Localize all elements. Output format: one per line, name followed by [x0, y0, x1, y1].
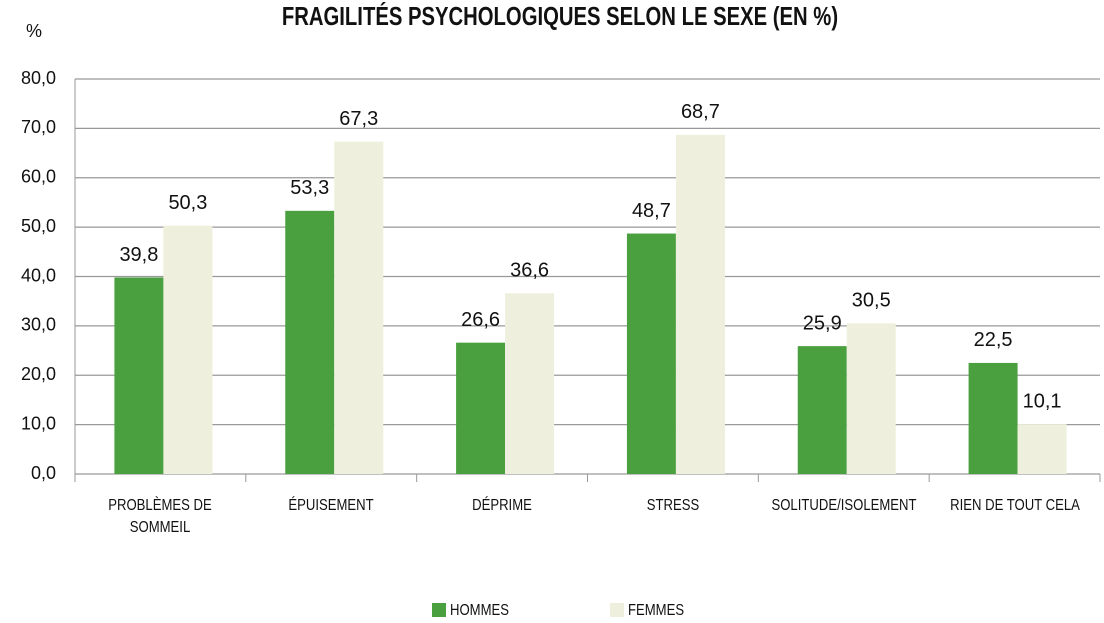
legend-swatch	[610, 603, 624, 617]
legend-swatch	[432, 603, 446, 617]
data-label: 36,6	[510, 260, 549, 282]
bar	[334, 141, 384, 475]
data-label: 26,6	[461, 309, 500, 331]
x-tick-label: SOLITUDE/ISOLEMENT	[771, 497, 917, 514]
bar	[163, 225, 213, 474]
bar	[626, 233, 676, 474]
bar	[797, 346, 847, 474]
x-tick-label: PROBLÈMES DE SOMMEIL	[108, 497, 213, 536]
data-label: 68,7	[681, 101, 720, 123]
y-tick-label: 40,0	[21, 265, 56, 285]
bar	[968, 362, 1018, 474]
bar	[285, 210, 335, 475]
bar	[114, 277, 164, 474]
y-tick-label: 10,0	[21, 413, 56, 433]
y-axis-label: %	[26, 21, 42, 41]
y-tick-label: 30,0	[21, 315, 56, 335]
chart-title: FRAGILITÉS PSYCHOLOGIQUES SELON LE SEXE …	[282, 0, 838, 30]
legend-label: HOMMES	[450, 602, 509, 619]
x-tick-label: DÉPRIME	[472, 497, 532, 514]
legend-label: FEMMES	[628, 602, 684, 619]
y-tick-label: 20,0	[21, 364, 56, 384]
bar	[846, 323, 896, 474]
x-tick-label: STRESS	[646, 497, 700, 514]
data-label: 67,3	[339, 108, 378, 130]
x-tick-label: RIEN DE TOUT CELA	[949, 497, 1080, 514]
data-label: 30,5	[852, 290, 891, 312]
data-label: 10,1	[1023, 390, 1062, 412]
data-label: 25,9	[803, 312, 842, 334]
y-tick-label: 0,0	[31, 463, 56, 483]
data-label: 50,3	[168, 192, 207, 214]
y-tick-label: 80,0	[21, 68, 56, 88]
data-label: 39,8	[119, 244, 158, 266]
bar	[505, 293, 555, 474]
x-tick-label: ÉPUISEMENT	[288, 497, 374, 514]
bar	[675, 134, 725, 474]
bar	[456, 342, 506, 474]
bar	[1017, 424, 1067, 474]
data-label: 22,5	[974, 329, 1013, 351]
y-tick-label: 60,0	[21, 167, 56, 187]
y-tick-label: 70,0	[21, 117, 56, 137]
data-label: 48,7	[632, 200, 671, 222]
y-tick-label: 50,0	[21, 216, 56, 236]
data-label: 53,3	[290, 177, 329, 199]
